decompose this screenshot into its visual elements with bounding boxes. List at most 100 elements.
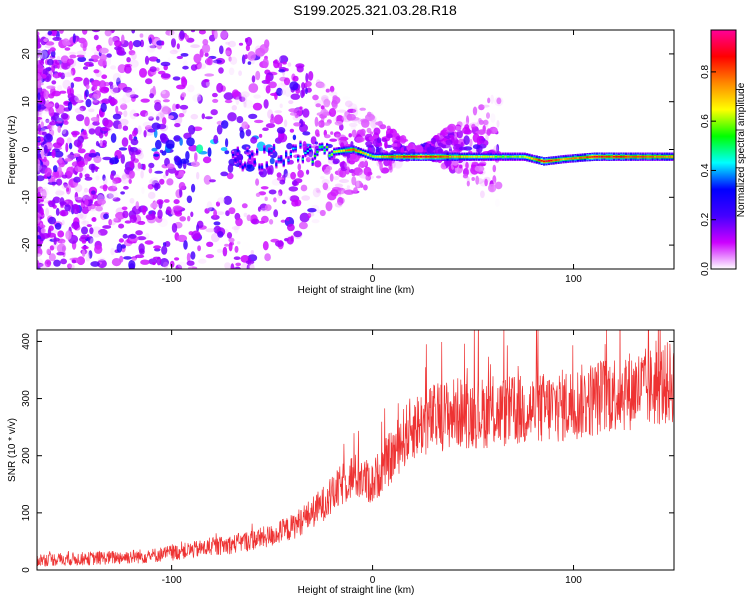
spectrogram-blob [73, 76, 83, 82]
spectrogram-blob [81, 226, 88, 235]
spectrogram-blob [207, 57, 213, 66]
spectrogram-ridge-cell [260, 166, 264, 169]
spectrogram-blob [149, 179, 154, 185]
colorbar-tick-label: 0.8 [700, 64, 711, 78]
spectrogram-blob [365, 174, 372, 181]
spectrogram-blob [173, 155, 180, 163]
spectrogram-ridge-cell [364, 152, 367, 155]
spectrogram-ridge-cell [299, 143, 302, 146]
spectrogram-blob [215, 201, 221, 207]
spectrogram-blob [160, 110, 165, 119]
spectrogram-blob [216, 248, 223, 253]
spectrogram-blob [83, 187, 89, 193]
spectrogram-ridge-cell [509, 155, 512, 158]
spectrogram-blob [77, 148, 86, 154]
spectrogram-blob [186, 260, 195, 266]
spectrogram-blob [171, 38, 176, 48]
spectrogram-ridge-cell [550, 159, 553, 162]
spectrogram-blob [283, 77, 291, 86]
x-tick-label: -100 [162, 575, 182, 586]
spectrogram-blob [386, 133, 393, 139]
spectrogram-blob [330, 189, 339, 197]
spectrogram-ridge-cell [422, 155, 425, 158]
spectrogram-blob [109, 84, 119, 95]
spectrogram-blob [148, 56, 159, 62]
spectrogram-ridge-cell [651, 155, 654, 158]
spectrogram-blob [455, 124, 462, 131]
spectrogram-blob [172, 205, 183, 211]
spectrogram-blob [319, 209, 326, 217]
spectrogram-blob [37, 253, 42, 258]
spectrogram-ridge-cell [610, 155, 613, 158]
spectrogram-ridge-cell [497, 155, 500, 158]
spectrogram-blob [40, 232, 50, 239]
spectrogram-ridge-cell [571, 157, 575, 160]
spectrogram-blob [176, 55, 183, 60]
spectrogram-blob [176, 43, 180, 50]
spectrogram-blob [480, 190, 485, 199]
spectrogram-blob [63, 72, 73, 78]
spectrogram-blob [215, 211, 225, 216]
spectrogram-blob [205, 254, 215, 259]
spectrogram-blob [284, 87, 292, 97]
spectrogram-blob [37, 64, 44, 73]
spectrogram-blob [344, 161, 350, 170]
spectrogram-blob [201, 113, 205, 120]
spectrogram-blob [207, 207, 215, 212]
spectrogram-blob [273, 114, 284, 125]
spectrogram-blob [391, 160, 396, 169]
spectrogram-blob [234, 245, 239, 253]
spectrogram-blob [86, 249, 90, 260]
spectrogram-blob [330, 131, 334, 135]
spectrogram-blob [496, 97, 502, 105]
spectrogram-blob [162, 99, 170, 103]
spectrogram-blob [464, 124, 470, 130]
spectrogram-ridge-cell [593, 155, 596, 158]
spectrogram-blob [212, 59, 222, 64]
spectrogram-blob [52, 196, 61, 204]
spectrogram-blob [346, 113, 357, 121]
spectrogram-blob [61, 129, 69, 137]
spectrogram-blob [73, 61, 82, 70]
spectrogram-blob [365, 113, 375, 122]
spectrogram-blob [202, 156, 212, 164]
spectrogram-blob [161, 245, 168, 255]
spectrogram-ridge-cell [622, 155, 625, 158]
spectrogram-blob [292, 115, 301, 121]
spectrogram-ridge-cell [231, 154, 235, 156]
spectrogram-blob [333, 131, 341, 138]
spectrogram-ridge-cell [236, 149, 239, 152]
spectrogram-blob [224, 243, 230, 247]
spectrogram-ridge-cell [605, 155, 608, 158]
spectrogram-blob [279, 55, 289, 64]
spectrogram-blob [265, 74, 271, 84]
spectrogram-blob [254, 119, 264, 124]
spectrogram-ridge-cell [415, 155, 418, 158]
spectrogram-blob [190, 251, 196, 260]
spectrogram-blob [53, 236, 57, 245]
spectrogram-blob [301, 87, 306, 97]
spectrogram-ridge-cell [617, 155, 620, 158]
spectrogram-blob [399, 135, 407, 144]
spectrogram-blob [475, 130, 486, 135]
spectrogram-blob [140, 39, 144, 48]
spectrogram-blob [264, 253, 271, 262]
spectrogram-blob [64, 158, 73, 162]
spectrogram-blob [47, 216, 57, 225]
spectrogram-blob [262, 58, 269, 69]
spectrogram-blob [37, 137, 41, 141]
spectrogram-blob [236, 241, 241, 245]
spectrogram-ridge-cell [625, 155, 628, 158]
spectrogram-blob [52, 71, 57, 75]
spectrogram-blob [228, 207, 236, 215]
spectrogram-blob [184, 34, 189, 40]
spectrogram-ridge-cell [393, 155, 396, 158]
spectrogram-blob [281, 199, 287, 205]
spectrogram-blob [57, 84, 63, 92]
spectrogram-blob [466, 180, 470, 187]
spectrogram-ridge-cell [246, 150, 249, 152]
spectrogram-blob [95, 175, 100, 181]
spectrogram-blob [131, 257, 137, 261]
spectrogram-blob [305, 157, 311, 163]
spectrogram-ridge-cell [304, 152, 307, 154]
